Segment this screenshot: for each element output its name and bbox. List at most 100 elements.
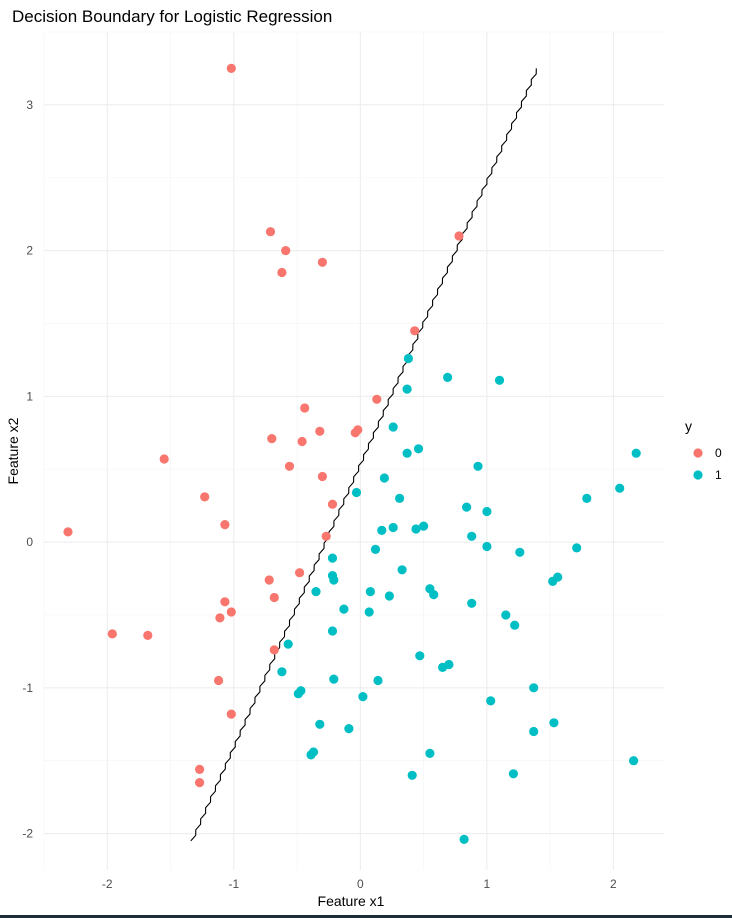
data-point-0	[226, 63, 236, 73]
data-point-1	[402, 448, 412, 458]
data-point-0	[372, 394, 382, 404]
data-point-1	[329, 674, 339, 684]
legend-label-1: 1	[715, 468, 722, 482]
data-point-0	[220, 520, 230, 530]
data-point-1	[413, 444, 424, 454]
data-point-1	[377, 525, 387, 536]
data-point-0	[107, 629, 117, 639]
data-point-0	[410, 326, 420, 336]
data-point-1	[384, 591, 394, 601]
x-axis-label: Feature x1	[318, 893, 385, 909]
data-point-0	[277, 267, 287, 278]
data-point-0	[315, 426, 325, 436]
data-point-0	[317, 471, 327, 482]
data-point-1	[277, 667, 287, 677]
data-point-1	[415, 651, 425, 661]
data-point-0	[353, 425, 363, 435]
data-point-0	[295, 568, 305, 578]
y-tick-label: 2	[26, 244, 33, 258]
data-point-1	[501, 610, 511, 620]
data-point-1	[327, 553, 338, 563]
data-point-0	[317, 257, 327, 267]
data-point-0	[269, 592, 279, 603]
y-tick-label: -2	[22, 827, 33, 841]
data-point-1	[358, 692, 368, 702]
x-tick-label: -1	[228, 877, 239, 891]
data-point-1	[482, 506, 492, 517]
data-point-1	[548, 576, 558, 587]
data-point-1	[311, 587, 321, 597]
grid-lines	[43, 31, 664, 870]
legend: y 0 1	[685, 418, 722, 482]
data-point-1	[467, 598, 477, 608]
data-point-1	[529, 683, 539, 693]
legend-key-1	[693, 470, 703, 480]
data-point-0	[195, 764, 205, 775]
data-point-1	[306, 750, 316, 760]
data-point-1	[293, 689, 303, 699]
data-point-1	[429, 590, 439, 600]
data-point-0	[297, 436, 307, 447]
data-point-0	[226, 607, 236, 617]
data-point-1	[339, 604, 349, 614]
x-tick-label: -2	[102, 877, 113, 891]
legend-title: y	[685, 418, 692, 434]
chart-title: Decision Boundary for Logistic Regressio…	[12, 7, 332, 26]
data-point-0	[281, 246, 291, 256]
data-point-1	[510, 620, 520, 630]
y-tick-label: 0	[26, 535, 33, 549]
data-point-1	[397, 565, 407, 575]
y-axis-label: Feature x2	[5, 417, 21, 484]
data-point-1	[402, 384, 412, 394]
data-point-0	[195, 778, 205, 788]
data-point-1	[444, 659, 454, 670]
data-point-1	[473, 461, 483, 471]
data-point-1	[508, 769, 518, 779]
data-point-1	[529, 726, 539, 737]
x-tick-label: 2	[610, 877, 617, 891]
data-point-1	[344, 724, 354, 734]
bottom-border	[0, 915, 732, 918]
data-points	[63, 63, 641, 845]
data-point-1	[329, 575, 339, 585]
y-tick-label: 3	[26, 98, 33, 112]
data-point-0	[284, 461, 295, 471]
data-point-1	[327, 626, 338, 636]
y-tick-label: 1	[26, 389, 33, 403]
data-point-1	[388, 422, 398, 432]
data-point-1	[572, 543, 582, 553]
data-point-1	[370, 544, 381, 555]
data-point-1	[582, 493, 592, 503]
data-point-1	[365, 587, 375, 597]
data-point-0	[267, 434, 277, 444]
data-point-0	[63, 527, 73, 537]
data-point-0	[226, 709, 236, 719]
data-point-1	[443, 372, 453, 382]
decision-boundary	[190, 68, 537, 842]
data-point-1	[395, 493, 405, 503]
data-point-0	[214, 675, 224, 686]
data-point-1	[407, 770, 417, 780]
data-point-1	[373, 675, 383, 686]
y-axis-ticks: -2 -1 0 1 2 3	[22, 98, 33, 841]
legend-label-0: 0	[715, 446, 722, 460]
data-point-1	[615, 483, 625, 493]
data-point-0	[159, 454, 169, 464]
data-point-0	[321, 531, 331, 541]
data-point-1	[631, 448, 641, 458]
data-point-0	[300, 403, 310, 413]
decision-boundary-line	[190, 68, 537, 842]
x-tick-label: 0	[357, 877, 364, 891]
data-point-1	[425, 748, 435, 759]
data-point-0	[327, 499, 338, 509]
data-point-1	[364, 607, 374, 617]
data-point-1	[515, 547, 525, 557]
x-tick-label: 1	[484, 877, 491, 891]
data-point-0	[264, 575, 274, 585]
data-point-1	[283, 639, 293, 649]
data-point-0	[269, 645, 279, 655]
data-point-0	[215, 613, 225, 623]
data-point-1	[467, 531, 477, 541]
data-point-0	[143, 630, 153, 641]
data-point-0	[265, 227, 276, 237]
